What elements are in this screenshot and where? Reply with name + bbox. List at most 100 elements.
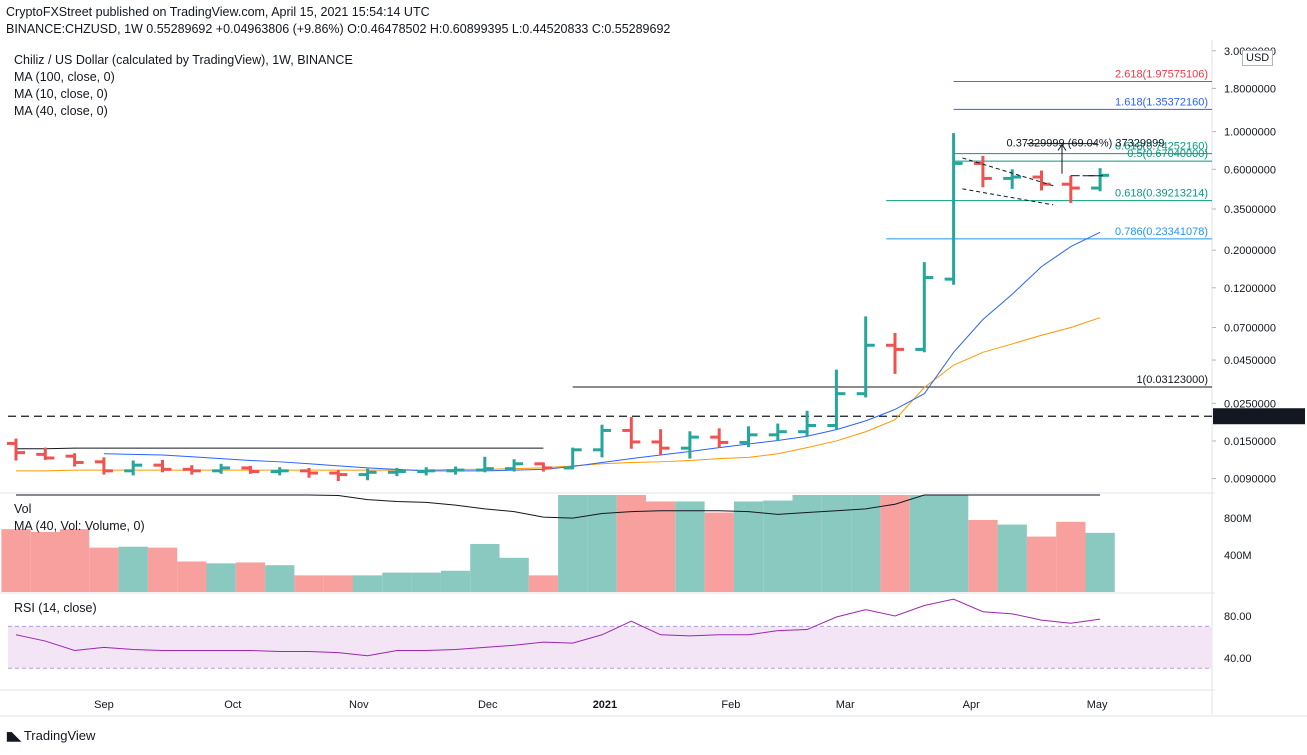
measure-arrow-head: [1057, 143, 1067, 151]
ohlc-bar: [973, 155, 992, 188]
price-tick-label: 0.0450000: [1224, 355, 1276, 367]
volume-bar: [646, 501, 676, 592]
legend-vol[interactable]: Vol: [14, 502, 32, 516]
channel-upper-line: [962, 157, 1054, 187]
ohlc-bar: [768, 423, 787, 441]
ohlc-bar: [827, 369, 846, 430]
volume-bar: [704, 512, 734, 592]
ohlc-bar: [182, 465, 201, 475]
chart-title: Chiliz / US Dollar (calculated by Tradin…: [14, 53, 353, 67]
ohlc-bar: [124, 460, 143, 476]
rsi-tick-label: 40.00: [1224, 653, 1252, 665]
volume-bar: [792, 495, 822, 592]
ohlc-bar: [563, 447, 582, 470]
volume-bar: [1026, 536, 1057, 592]
volume-bar: [382, 572, 412, 592]
ohlc-bar: [1032, 170, 1051, 191]
ohlc-bar: [1061, 175, 1080, 203]
ohlc-bar: [856, 316, 875, 398]
ohlc-bar: [241, 465, 260, 474]
volume-bar: [118, 546, 148, 592]
ohlc-bar: [944, 133, 963, 285]
support-price-label: 0.02098015: [1223, 411, 1281, 423]
volume-bar: [353, 575, 383, 592]
fib-level-label: 0.618(0.74252160): [1115, 141, 1208, 153]
price-tick-label: 1.8000000: [1224, 83, 1276, 95]
volume-bar: [997, 524, 1027, 592]
ma10-line: [103, 231, 1101, 472]
ohlc-bar: [387, 467, 406, 477]
volume-bar: [1056, 521, 1086, 592]
measure-label: 0.37329999 (69.04%) 37329999: [1007, 137, 1165, 149]
currency-button[interactable]: USD: [1242, 50, 1274, 66]
volume-bar: [939, 495, 969, 592]
legend-rsi[interactable]: RSI (14, close): [14, 601, 97, 615]
price-tick-label: 0.0090000: [1224, 474, 1276, 486]
ohlc-bar: [798, 410, 817, 437]
price-tick-label: 0.6000000: [1224, 164, 1276, 176]
volume-bar: [294, 575, 324, 592]
ohlc-bar: [417, 467, 436, 476]
fib-level-label: 1(0.03123000): [1136, 374, 1208, 386]
ohlc-bar: [36, 447, 55, 460]
volume-bar: [323, 575, 353, 592]
ohlc-bar: [446, 466, 465, 475]
volume-bar: [763, 500, 793, 592]
ohlc-bar: [270, 467, 289, 476]
volume-bar: [499, 557, 529, 592]
price-tick-label: 0.0700000: [1224, 323, 1276, 335]
support-price-tag: [1213, 408, 1305, 425]
fib-level-label: 2.618(1.97575106): [1115, 69, 1208, 81]
ohlc-bar: [534, 462, 553, 472]
fib-level-label: 0.786(0.23341078): [1115, 226, 1208, 238]
ohlc-bar: [739, 426, 758, 448]
legend-vol-ma[interactable]: MA (40, Vol: Volume, 0): [14, 519, 145, 533]
ohlc-bar: [300, 467, 318, 478]
volume-bar: [821, 495, 852, 592]
volume-bar: [60, 529, 90, 592]
volume-bar: [411, 572, 441, 592]
rsi-line: [15, 598, 1101, 657]
ohlc-bar: [915, 262, 934, 353]
volume-bar: [968, 519, 998, 592]
price-tick-label: 0.2000000: [1224, 245, 1276, 257]
price-tick-label: 0.0250000: [1224, 398, 1276, 410]
tradingview-logo[interactable]: ▮◣ TradingView: [6, 728, 95, 743]
time-axis-label: Oct: [224, 699, 241, 711]
price-tick-label: 1.0000000: [1224, 127, 1276, 139]
volume-bar: [880, 495, 910, 592]
fib-level-label: 1.618(1.35372160): [1115, 96, 1208, 108]
rsi-band: [8, 626, 1212, 669]
time-axis-label: Feb: [721, 699, 740, 711]
time-axis-label: Mar: [836, 699, 855, 711]
tradingview-logo-text: TradingView: [23, 728, 96, 743]
volume-bar: [206, 563, 236, 592]
ohlc-bar: [153, 459, 172, 473]
volume-bar: [851, 495, 881, 592]
ohlc-bar: [505, 459, 524, 472]
fib-level-label: 0.618(0.39213214): [1115, 188, 1208, 200]
ohlc-bar: [358, 468, 377, 481]
ohlc-bar: [710, 428, 729, 448]
ohlc-bar: [7, 438, 25, 461]
legend-ma100[interactable]: MA (100, close, 0): [14, 70, 115, 84]
tradingview-logo-icon: ▮◣: [6, 728, 21, 743]
volume-bar: [675, 501, 705, 592]
volume-ma-line: [16, 494, 1101, 519]
ohlc-info: BINANCE:CHZUSD, 1W 0.55289692 +0.0496380…: [6, 22, 671, 36]
time-axis-label: Sep: [94, 699, 114, 711]
ohlc-bar: [1003, 169, 1022, 189]
time-axis-label: Apr: [963, 699, 980, 711]
ohlc-bar: [651, 429, 670, 455]
volume-bar: [30, 531, 60, 592]
volume-bar: [470, 543, 500, 592]
price-tick-label: 0.0150000: [1224, 436, 1276, 448]
legend-ma40[interactable]: MA (40, close, 0): [14, 104, 108, 118]
price-tick-label: 0.1200000: [1224, 283, 1276, 295]
publish-info: CryptoFXStreet published on TradingView.…: [6, 5, 430, 19]
legend-ma10[interactable]: MA (10, close, 0): [14, 87, 108, 101]
volume-bar: [733, 501, 764, 592]
volume-bar: [587, 495, 617, 592]
rsi-tick-label: 80.00: [1224, 611, 1252, 623]
